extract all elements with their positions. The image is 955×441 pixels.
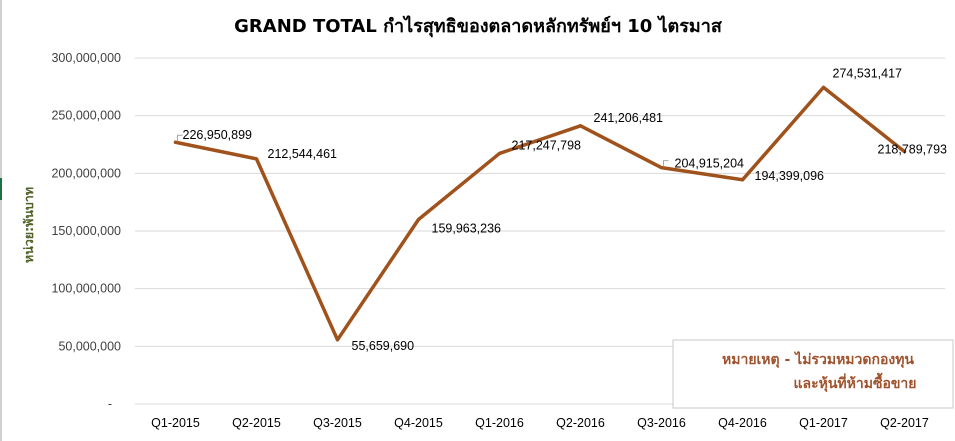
x-tick-label: Q1-2017 (799, 416, 848, 430)
data-label-leader (177, 134, 183, 142)
data-labels: 226,950,899 212,544,461 55,659,690 159,963,… (177, 66, 948, 353)
series-line (173, 85, 907, 342)
sheet-selection-marker (0, 178, 2, 200)
data-label: 212,544,461 (268, 147, 338, 161)
x-tick-label: Q1-2016 (475, 416, 524, 430)
y-tick-label: 250,000,000 (51, 109, 121, 123)
gridlines (135, 57, 945, 405)
data-point (336, 338, 339, 342)
y-tick-label: 300,000,000 (51, 51, 121, 65)
data-label: 274,531,417 (833, 66, 903, 80)
y-tick-label: 200,000,000 (51, 166, 121, 180)
x-tick-label: Q3-2015 (313, 416, 362, 430)
x-tick-label: Q2-2017 (880, 416, 929, 430)
chart-title: GRAND TOTAL กำไรสุทธิของตลาดหลักทรัพย์ฯ … (234, 15, 723, 38)
x-tick-label: Q2-2016 (556, 416, 605, 430)
series-polyline (173, 85, 907, 342)
x-axis-ticks: Q1-2015 Q2-2015 Q3-2015 Q4-2015 Q1-2016 Q2-20… (151, 416, 929, 430)
data-point (903, 150, 906, 154)
x-tick-label: Q4-2016 (718, 416, 767, 430)
data-label: 204,915,204 (675, 157, 745, 171)
data-point (741, 178, 744, 182)
data-point (822, 85, 825, 89)
x-tick-label: Q2-2015 (232, 416, 281, 430)
note-box: หมายเหตุ - ไม่รวมหมวดกองทุน และหุ้นที่ห้… (672, 339, 954, 409)
data-label: 218,789,793 (878, 143, 948, 157)
data-point (579, 124, 582, 128)
x-tick-label: Q3-2016 (637, 416, 686, 430)
y-tick-label: 100,000,000 (51, 282, 121, 296)
note-line-1: หมายเหตุ - ไม่รวมหมวดกองทุน (722, 350, 914, 368)
data-label: 55,659,690 (352, 339, 415, 353)
note-box-border (672, 339, 954, 409)
y-tick-label: 50,000,000 (58, 339, 121, 353)
data-point (174, 140, 177, 144)
y-axis-ticks: - 50,000,000 100,000,000 150,000,000 200,000… (51, 51, 121, 411)
data-label-leader (663, 160, 669, 167)
data-label: 217,247,798 (512, 138, 582, 152)
data-label: 194,399,096 (755, 169, 825, 183)
y-axis-label: หน่วย:พันบาท (21, 187, 36, 263)
note-line-2: และหุ้นที่ห้ามซื้อขาย (793, 372, 916, 392)
data-point (660, 166, 663, 170)
data-label: 241,206,481 (594, 111, 664, 125)
y-tick-label: 150,000,000 (51, 224, 121, 238)
x-tick-label: Q1-2015 (151, 416, 200, 430)
x-tick-label: Q4-2015 (394, 416, 443, 430)
data-point (417, 218, 420, 222)
y-tick-label: - (108, 397, 112, 411)
data-label: 159,963,236 (432, 222, 502, 236)
data-point (498, 151, 501, 155)
sheet-left-border (0, 0, 2, 441)
data-label: 226,950,899 (183, 128, 253, 142)
data-point (255, 157, 258, 161)
